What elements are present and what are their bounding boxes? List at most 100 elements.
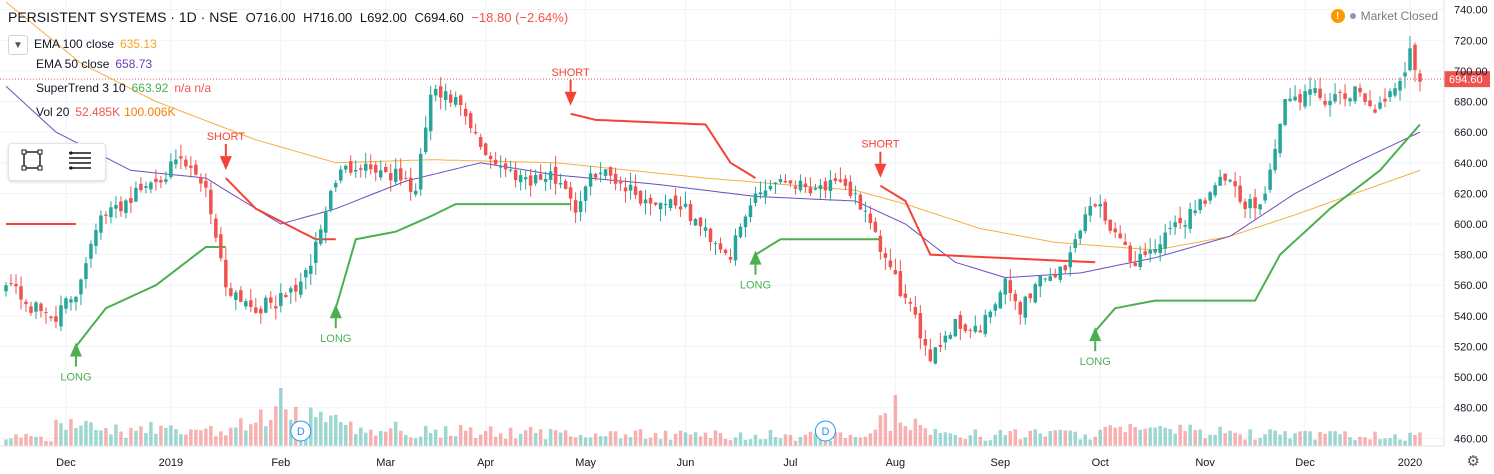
candle-body xyxy=(49,316,53,319)
warning-icon[interactable]: ! xyxy=(1330,9,1345,23)
volume-bar xyxy=(194,429,198,446)
volume-bar xyxy=(1093,436,1097,446)
volume-bar xyxy=(164,427,168,446)
volume-bar xyxy=(1058,429,1063,446)
gear-icon[interactable]: ⚙ xyxy=(1466,453,1480,470)
x-axis[interactable]: Dec 2019 Feb Mar Apr May Jun Jul Aug Sep Oct Nov Dec… xyxy=(0,445,1444,469)
candle-body xyxy=(34,302,38,312)
volume-bar xyxy=(1173,433,1177,446)
indicator-ema50[interactable]: EMA 50 close 658.73 xyxy=(36,57,152,71)
volume-bar xyxy=(214,436,218,446)
candle-body xyxy=(184,159,188,167)
supertrend-down-segment xyxy=(225,177,336,241)
y-tick-label: 500.00 xyxy=(1454,372,1488,384)
volume-bar xyxy=(1358,436,1362,446)
signal-label: SHORT xyxy=(551,67,590,79)
y-tick-label: 560.00 xyxy=(1454,280,1488,292)
volume-bar xyxy=(1013,429,1018,446)
volume-bar xyxy=(418,436,423,446)
volume-bar xyxy=(488,426,493,446)
candle-body xyxy=(878,235,883,252)
volume-bar xyxy=(908,430,913,446)
symbol-title[interactable]: PERSISTENT SYSTEMS · 1D · NSE xyxy=(8,9,239,25)
candle-body xyxy=(623,187,628,192)
indicator-name: SuperTrend 3 10 xyxy=(36,81,126,95)
volume-bar xyxy=(1273,430,1277,446)
candle-body xyxy=(563,180,568,189)
indicator-supertrend[interactable]: SuperTrend 3 10 663.92 n/a n/a xyxy=(36,81,211,95)
indicator-volume[interactable]: Vol 20 52.485K 100.006K xyxy=(36,105,175,119)
volume-bar xyxy=(378,431,383,446)
volume-bar xyxy=(708,438,713,446)
market-status[interactable]: ! Market Closed xyxy=(1330,9,1438,23)
volume-bar xyxy=(683,432,688,446)
volume-bar xyxy=(1213,434,1217,446)
candle-body xyxy=(299,281,303,295)
volume-bar xyxy=(1283,431,1287,446)
supertrend-up-segment xyxy=(75,246,226,348)
y-tick-label: 620.00 xyxy=(1454,188,1488,200)
indicator-value: 663.92 xyxy=(131,81,169,95)
volume-bar xyxy=(898,422,903,446)
volume-bar xyxy=(388,428,393,446)
candle-body xyxy=(933,347,938,364)
y-axis[interactable]: 460.00 480.00 500.00 520.00 540.00 560.00 580.… xyxy=(1443,0,1488,446)
candle-body xyxy=(938,344,943,347)
candle-body xyxy=(309,265,313,274)
x-tick-label: 2020 xyxy=(1398,457,1422,469)
candle-body xyxy=(493,159,498,165)
candle-body xyxy=(498,166,503,168)
square-select-icon[interactable] xyxy=(21,149,43,176)
volume-bar xyxy=(1018,439,1023,446)
volume-bar xyxy=(1178,424,1182,446)
volume-bar xyxy=(533,432,538,446)
candle-body xyxy=(1393,88,1397,96)
candle-body xyxy=(553,166,558,184)
market-status-label: Market Closed xyxy=(1360,9,1438,23)
candle-body xyxy=(19,286,23,300)
candle-body xyxy=(928,349,933,362)
volume-bar xyxy=(818,438,823,446)
candle-body xyxy=(214,218,218,238)
open-value: O716.00 xyxy=(245,10,296,25)
volume-bar xyxy=(788,434,793,446)
volume-bar xyxy=(958,437,963,446)
volume-bar xyxy=(84,420,88,446)
candle-body xyxy=(344,165,348,170)
x-tick-label: Sep xyxy=(991,457,1011,469)
list-lines-icon[interactable] xyxy=(67,149,93,176)
volume-bar xyxy=(39,436,43,446)
candle-body xyxy=(398,168,403,181)
candle-body xyxy=(768,185,773,190)
volume-bar xyxy=(653,432,658,446)
ema50-line xyxy=(5,85,1421,279)
volume-bar xyxy=(114,424,118,446)
candle-body xyxy=(993,304,998,311)
volume-bar xyxy=(983,440,988,446)
candle-body xyxy=(1138,253,1142,268)
volume-bar xyxy=(209,426,213,446)
volume-bar xyxy=(973,429,978,446)
volume-bar xyxy=(773,437,778,446)
volume-bar xyxy=(573,437,578,446)
candle-body xyxy=(339,169,343,181)
candle-body xyxy=(1088,206,1092,216)
volume-bar xyxy=(124,437,128,446)
volume-bar xyxy=(993,434,998,446)
volume-bar xyxy=(583,437,588,446)
candle-body xyxy=(144,186,148,188)
collapse-legend-button[interactable]: ▼ xyxy=(8,35,28,55)
volume-bar xyxy=(1398,439,1402,446)
volume-bar xyxy=(1313,439,1317,446)
volume-bar xyxy=(633,430,638,446)
candle-body xyxy=(363,163,368,171)
candle-body xyxy=(284,294,288,297)
indicator-ema100[interactable]: ▼ EMA 100 close 635.13 xyxy=(8,35,157,55)
volume-bar xyxy=(1053,430,1058,446)
candle-body xyxy=(1108,219,1112,231)
candle-body xyxy=(643,199,648,204)
candle-body xyxy=(1333,94,1337,102)
volume-bar xyxy=(463,430,468,446)
